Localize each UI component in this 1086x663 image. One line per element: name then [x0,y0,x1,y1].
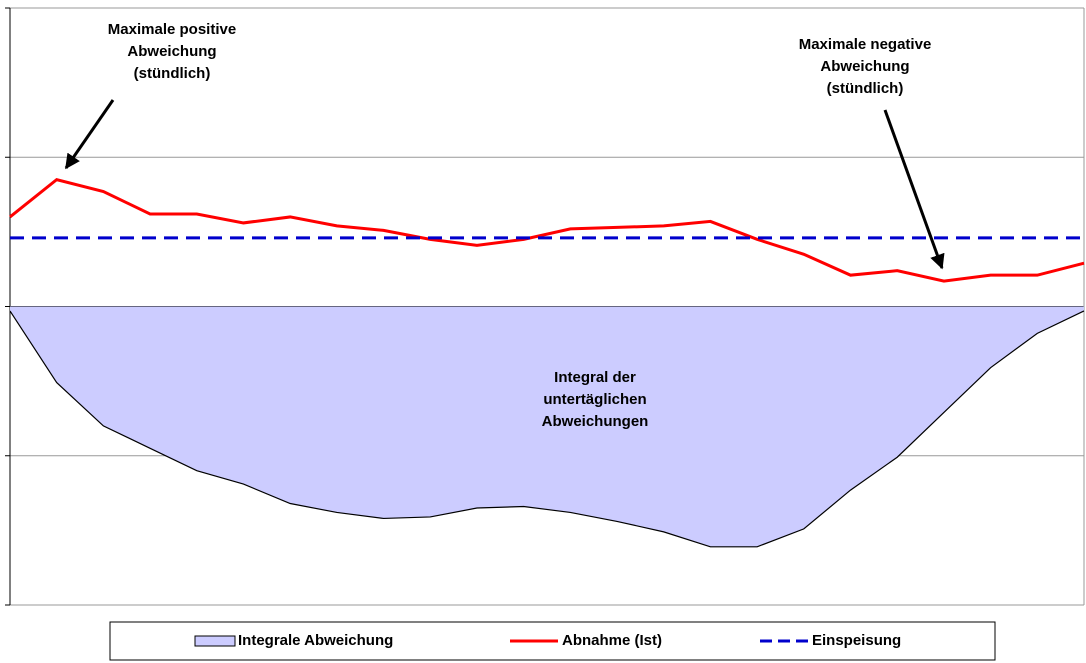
plot [9,177,1085,548]
annotation: Maximale negative [799,36,932,53]
line [9,177,1085,283]
arrow [883,109,945,270]
annotation: Abweichung [820,58,909,75]
annotation: Maximale positive [108,21,236,38]
annotation: untertäglichen [543,391,646,408]
area-outline [9,310,1085,548]
legend-label: Integrale Abweichung [238,632,393,649]
annotation: Integral der [554,369,636,386]
annotation: Abweichungen [542,413,649,430]
area [10,306,1084,547]
legend-swatch [194,635,236,647]
legend-label: Einspeisung [812,632,901,649]
legend-label: Abnahme (Ist) [562,632,662,649]
annotation: (stündlich) [827,80,904,97]
annotation: Abweichung [127,43,216,60]
annotation: (stündlich) [134,65,211,82]
arrow [64,99,115,170]
